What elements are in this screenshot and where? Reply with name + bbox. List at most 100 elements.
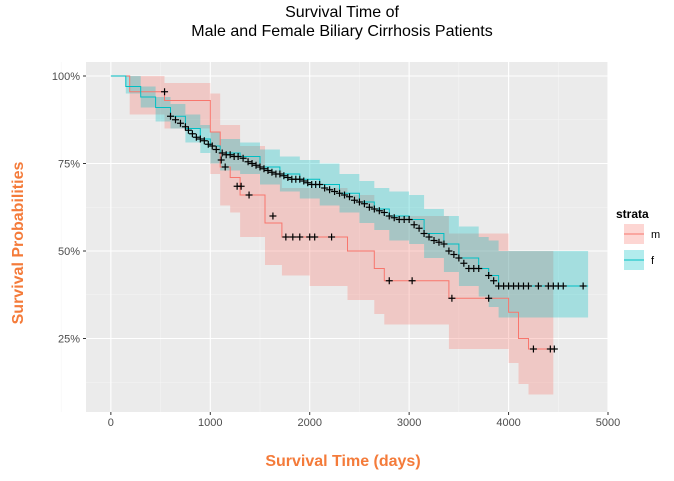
x-tick-label: 5000 bbox=[596, 417, 620, 429]
censor-mark-f bbox=[524, 282, 532, 290]
censor-mark-m bbox=[485, 294, 493, 302]
censor-mark-f bbox=[204, 140, 212, 148]
censor-mark-m bbox=[269, 212, 277, 220]
censor-mark-m bbox=[385, 277, 393, 285]
censor-mark-f bbox=[355, 198, 363, 206]
censor-mark-m bbox=[289, 233, 297, 241]
censor-mark-f bbox=[234, 153, 242, 160]
censor-mark-f bbox=[304, 179, 312, 187]
censor-mark-f bbox=[385, 212, 393, 220]
gridlines bbox=[60, 62, 609, 412]
censor-mark-f bbox=[192, 133, 200, 141]
censor-mark-f bbox=[365, 203, 373, 211]
censor-mark-f bbox=[380, 209, 388, 216]
censor-mark-f bbox=[252, 161, 260, 169]
censor-mark-f bbox=[559, 282, 567, 290]
censor-mark-f bbox=[375, 207, 383, 215]
chart-title-line-1: Survival Time of bbox=[285, 4, 399, 21]
censor-mark-f bbox=[181, 123, 189, 131]
x-tick-label: 2000 bbox=[297, 417, 321, 429]
censor-mark-f bbox=[184, 126, 192, 134]
censor-mark-m bbox=[282, 233, 290, 241]
censor-mark-f bbox=[226, 151, 234, 159]
censor-mark-f bbox=[268, 168, 276, 176]
censor-mark-f bbox=[534, 282, 542, 290]
censor-mark-f bbox=[260, 165, 268, 173]
censor-mark-f bbox=[331, 188, 339, 195]
censor-mark-f bbox=[345, 193, 353, 201]
y-tick-label: 50% bbox=[58, 246, 80, 258]
censor-mark-f bbox=[296, 175, 304, 183]
y-tick-label: 100% bbox=[52, 71, 80, 83]
censor-mark-m bbox=[408, 277, 416, 285]
censor-mark-m bbox=[161, 88, 169, 96]
censor-mark-m bbox=[448, 294, 456, 302]
censor-mark-f bbox=[410, 221, 418, 229]
censor-mark-f bbox=[300, 177, 308, 185]
censor-mark-f bbox=[280, 172, 288, 180]
censor-mark-f bbox=[415, 224, 423, 232]
censor-mark-f bbox=[390, 214, 398, 222]
censor-mark-f bbox=[321, 184, 329, 192]
censor-mark-m bbox=[328, 233, 336, 241]
censor-mark-f bbox=[256, 163, 264, 171]
censor-mark-m bbox=[529, 345, 537, 353]
censor-mark-f bbox=[196, 135, 204, 143]
survival-line-m bbox=[110, 75, 554, 350]
censor-mark-f bbox=[316, 181, 324, 188]
censor-mark-f bbox=[445, 247, 453, 255]
legend: strata m f bbox=[616, 207, 660, 270]
censor-mark-f bbox=[435, 238, 443, 246]
censor-mark-f bbox=[420, 230, 428, 237]
censor-mark-f bbox=[405, 216, 413, 223]
censor-mark-m bbox=[237, 182, 245, 190]
censor-mark-f bbox=[455, 254, 463, 262]
censor-mark-m bbox=[217, 156, 225, 164]
legend-label-f: f bbox=[651, 255, 655, 267]
censor-mark-f bbox=[475, 265, 483, 272]
y-tick-label: 25% bbox=[58, 334, 80, 346]
x-tick-label: 3000 bbox=[397, 417, 421, 429]
censor-mark-f bbox=[212, 146, 220, 153]
censor-mark-f bbox=[171, 116, 179, 124]
legend-title: strata bbox=[616, 207, 649, 221]
x-tick-label: 4000 bbox=[496, 417, 520, 429]
censor-mark-f bbox=[341, 191, 349, 199]
censor-mark-f bbox=[276, 170, 284, 178]
censor-mark-f bbox=[370, 205, 378, 213]
censor-mark-f bbox=[188, 130, 196, 138]
censor-mark-f bbox=[425, 233, 433, 241]
x-tick-label: 1000 bbox=[198, 417, 222, 429]
censor-mark-m bbox=[550, 345, 558, 353]
censor-mark-f bbox=[264, 167, 272, 174]
censor-mark-m bbox=[221, 163, 229, 171]
censor-mark-f bbox=[176, 119, 184, 127]
censor-mark-f bbox=[460, 259, 468, 267]
censor-mark-f bbox=[239, 154, 247, 162]
y-tick-label: 75% bbox=[58, 159, 80, 171]
censor-mark-f bbox=[284, 174, 292, 181]
censor-mark-f bbox=[244, 158, 252, 166]
censor-mark-f bbox=[450, 251, 458, 258]
censor-mark-f bbox=[440, 240, 448, 248]
censor-mark-f bbox=[218, 149, 226, 157]
censor-marks bbox=[161, 88, 587, 353]
censor-mark-f bbox=[200, 137, 208, 145]
censor-mark-f bbox=[579, 282, 587, 290]
censor-mark-m bbox=[296, 233, 304, 241]
censor-mark-f bbox=[326, 186, 334, 194]
censor-mark-m bbox=[311, 233, 319, 241]
censor-mark-f bbox=[485, 272, 493, 279]
y-axis-title: Survival Probabilities bbox=[10, 162, 27, 325]
x-axis-title: Survival Time (days) bbox=[265, 453, 420, 470]
censor-mark-f bbox=[208, 142, 216, 150]
chart-title-line-2: Male and Female Biliary Cirrhosis Patien… bbox=[191, 23, 492, 40]
x-tick-label: 0 bbox=[108, 417, 114, 429]
censor-mark-f bbox=[490, 277, 498, 285]
censor-mark-f bbox=[336, 189, 344, 197]
censor-mark-f bbox=[248, 160, 256, 167]
censor-mark-f bbox=[167, 112, 175, 120]
censor-mark-m bbox=[245, 191, 253, 199]
censor-mark-f bbox=[350, 196, 358, 204]
